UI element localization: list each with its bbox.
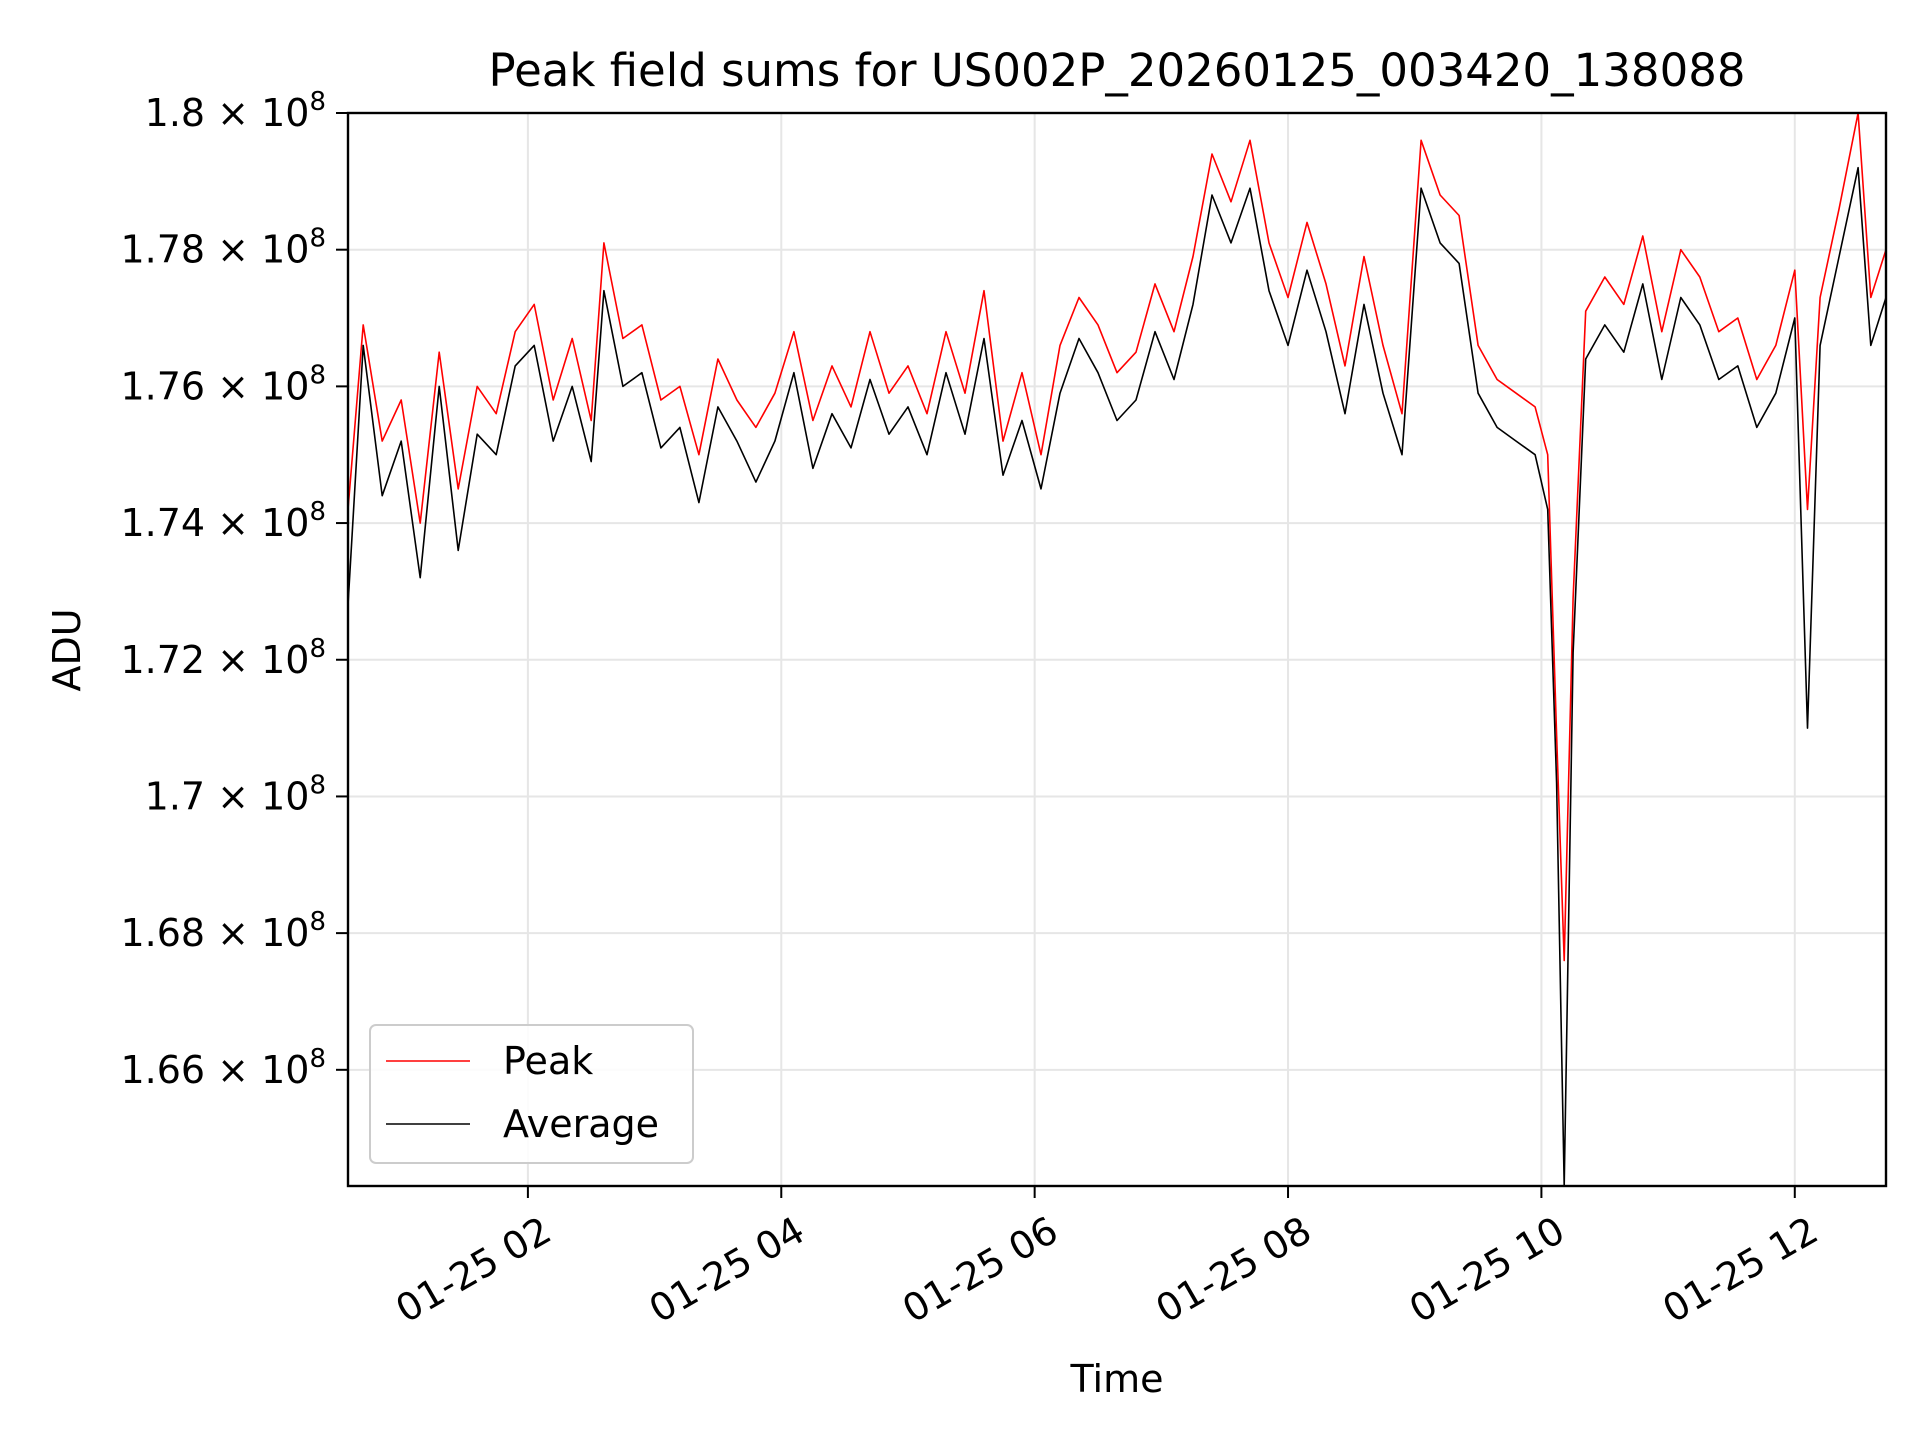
y-tick-label: 1.66 × 108	[120, 1044, 326, 1092]
y-tick-label: 1.78 × 108	[120, 224, 326, 272]
x-tick-label: 01-25 12	[1655, 1208, 1825, 1332]
legend-box	[369, 1024, 694, 1164]
y-axis-label: ADU	[45, 608, 89, 691]
x-tick-label: 01-25 02	[388, 1208, 558, 1332]
plot-frame	[346, 111, 1888, 1188]
x-tick-label: 01-25 06	[895, 1208, 1065, 1332]
x-tick-label: 01-25 10	[1402, 1208, 1572, 1332]
plot-series	[347, 112, 1887, 1187]
y-tick-label: 1.7 × 108	[145, 770, 326, 818]
legend-average-label: Average	[503, 1102, 659, 1146]
x-axis-label: Time	[1070, 1357, 1164, 1401]
series-line-average	[347, 166, 1887, 1187]
x-tick-label: 01-25 04	[642, 1208, 812, 1332]
x-tick-label: 01-25 08	[1149, 1208, 1319, 1332]
y-axis-ticks: 1.66 × 108 1.68 × 108 1.7 × 108 1.72 × 108 1…	[120, 87, 348, 1092]
legend: Peak Average	[369, 1024, 694, 1164]
x-axis-ticks: 01-25 02 01-25 04 01-25 06 01-25 08 01-25 10…	[388, 1186, 1825, 1331]
y-tick-label: 1.68 × 108	[120, 907, 326, 955]
y-tick-label: 1.76 × 108	[120, 360, 326, 408]
series-line-peak	[347, 112, 1887, 962]
chart-title: Peak field sums for US002P_20260125_0034…	[489, 44, 1746, 97]
y-tick-label: 1.72 × 108	[120, 634, 326, 682]
y-tick-label: 1.74 × 108	[120, 497, 326, 545]
y-tick-label: 1.8 × 108	[145, 87, 326, 135]
legend-peak-label: Peak	[503, 1039, 593, 1083]
